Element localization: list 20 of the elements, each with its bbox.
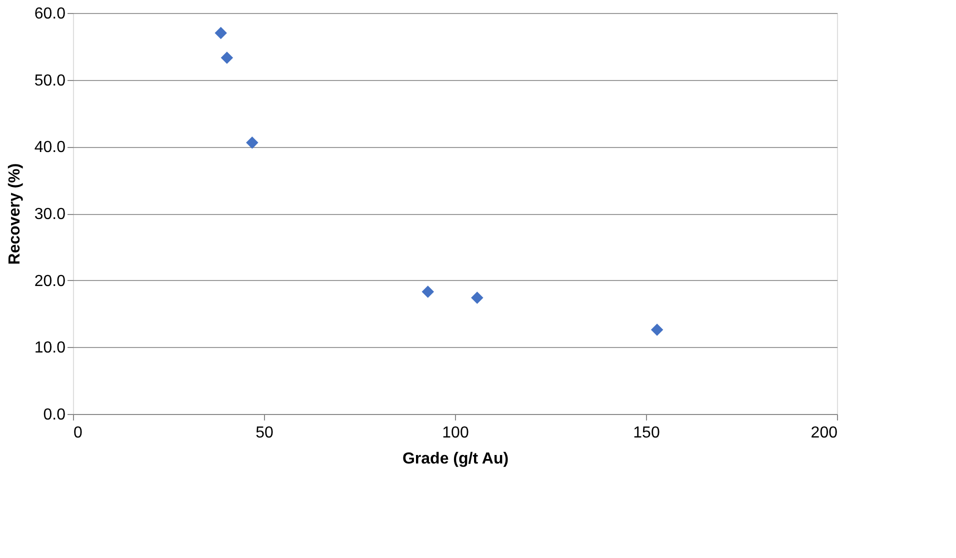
- x-tick-label: 150: [633, 424, 660, 442]
- x-tick-label: 0: [74, 424, 82, 442]
- y-tick-label: 30.0: [34, 206, 66, 223]
- point: [214, 26, 227, 40]
- y-tick-label: 40.0: [34, 139, 66, 156]
- y-tick-label: 0.0: [43, 406, 66, 424]
- x-tick-label: 200: [810, 424, 838, 442]
- point: [246, 136, 258, 149]
- x-tick-label: 100: [442, 424, 469, 442]
- point: [422, 286, 434, 298]
- y-axis-title: Recovery (%): [6, 163, 24, 265]
- x-tick-label: 50: [256, 424, 274, 442]
- x-axis-title: Grade (g/t Au): [402, 450, 509, 468]
- y-tick-label: 20.0: [34, 272, 66, 290]
- point: [471, 292, 484, 304]
- y-tick-label: 50.0: [34, 72, 66, 90]
- y-tick-label: 10.0: [34, 340, 66, 357]
- point: [650, 324, 664, 336]
- y-tick-label: 60.0: [34, 6, 66, 22]
- point: [220, 52, 234, 64]
